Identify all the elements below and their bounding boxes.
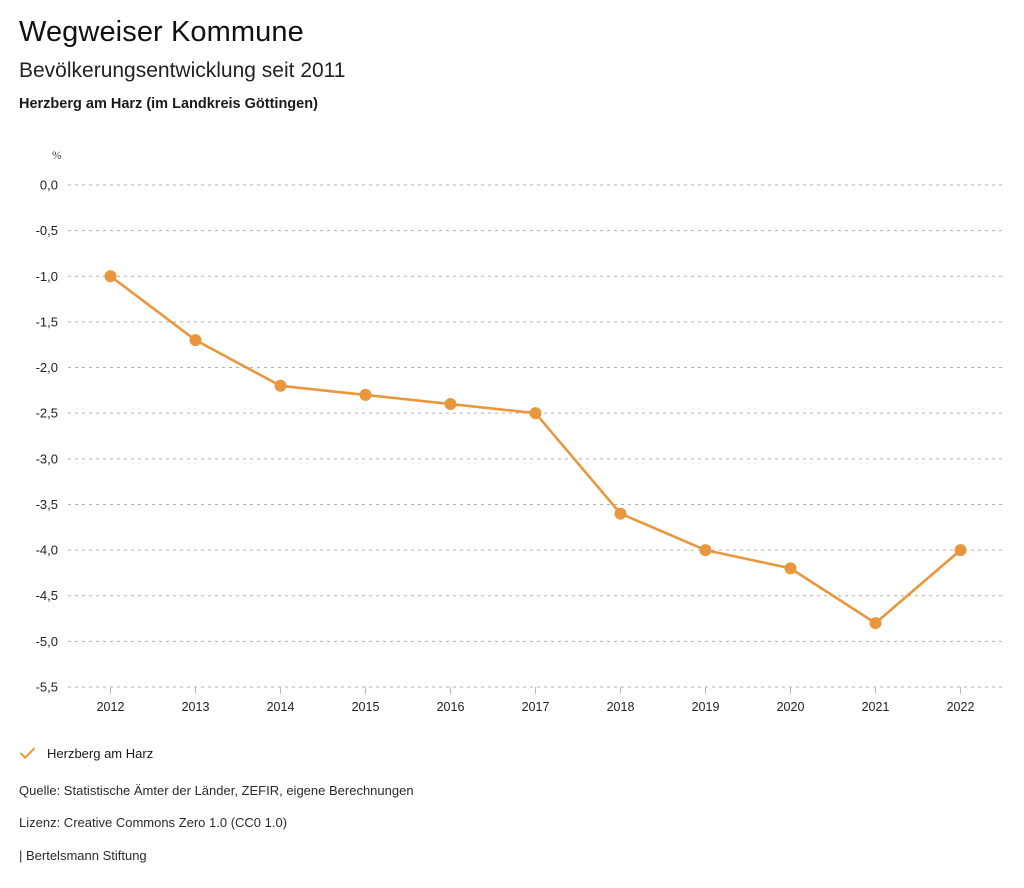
x-axis-tick-label: 2014: [267, 700, 295, 714]
data-point[interactable]: 2014: -2,2: [274, 379, 287, 392]
y-axis-tick-label: -5,0: [36, 634, 58, 649]
y-axis-tick-label: -5,5: [36, 680, 58, 695]
x-axis-tick-label: 2021: [862, 700, 890, 714]
x-axis-tick-label: 2015: [352, 700, 380, 714]
data-point[interactable]: 2012: -1: [104, 270, 117, 283]
legend-item-label: Herzberg am Harz: [47, 746, 154, 761]
x-axis-tick-label: 2022: [947, 700, 975, 714]
y-axis-tick-label: -2,0: [36, 360, 58, 375]
y-axis-unit-label: %: [52, 150, 62, 162]
x-axis-tick-label: 2013: [182, 700, 210, 714]
data-point[interactable]: 2019: -4: [699, 544, 712, 557]
data-point[interactable]: 2013: -1,7: [189, 334, 202, 347]
chart-subtitle: Bevölkerungsentwicklung seit 2011: [19, 59, 346, 83]
x-axis-tick-label: 2016: [437, 700, 465, 714]
chart-footnotes: Quelle: Statistische Ämter der Länder, Z…: [19, 783, 979, 863]
y-axis-tick-label: -3,0: [36, 451, 58, 466]
footnote-publisher: | Bertelsmann Stiftung: [19, 847, 147, 863]
chart-header: Wegweiser Kommune Bevölkerungsentwicklun…: [19, 16, 999, 113]
data-point[interactable]: 2017: -2,5: [529, 407, 542, 420]
y-axis-tick-label: -3,5: [36, 497, 58, 512]
x-axis-tick-label: 2012: [97, 700, 125, 714]
x-axis-tick-label: 2020: [777, 700, 805, 714]
y-axis-tick-label: 0,0: [40, 178, 58, 193]
data-point[interactable]: 2016: -2,4: [444, 398, 457, 411]
y-axis-tick-label: -4,5: [36, 588, 58, 603]
y-axis-tick-label: -4,0: [36, 543, 58, 558]
chart-locality: Herzberg am Harz (im Landkreis Göttingen…: [19, 95, 318, 112]
check-icon: [20, 747, 35, 759]
data-point[interactable]: 2022: -4: [954, 544, 967, 557]
series-line-0: [109, 274, 962, 625]
data-point[interactable]: 2018: -3,6: [614, 507, 627, 520]
footnote-source: Quelle: Statistische Ämter der Länder, Z…: [19, 783, 414, 798]
y-axis-tick-label: -1,5: [36, 314, 58, 329]
data-point[interactable]: 2020: -4,2: [784, 562, 797, 575]
y-axis-tick-label: -0,5: [36, 223, 58, 238]
page-title: Wegweiser Kommune: [19, 16, 304, 48]
x-axis-tick-label: 2018: [607, 700, 635, 714]
data-point[interactable]: 2015: -2,3: [359, 388, 372, 401]
x-axis-tick-label: 2017: [522, 700, 550, 714]
line-chart: % 0,0 -0,5 -1,0 -1,5 -2,0 -2,5 -3,0 -3,5 -4,0 -4,5…: [36, 150, 1003, 714]
y-axis-tick-label: -2,5: [36, 406, 58, 421]
chart-plot-area: % 0,0 -0,5 -1,0 -1,5 -2,0 -2,5 -3,0 -3,5 -4,0 -4,5…: [36, 150, 1003, 714]
data-point[interactable]: 2021: -4,8: [869, 617, 882, 630]
y-axis-tick-label: -1,0: [36, 269, 58, 284]
footnote-license: Lizenz: Creative Commons Zero 1.0 (CC0 1…: [19, 815, 288, 831]
chart-legend[interactable]: Herzberg am Harz: [19, 745, 153, 762]
x-axis-tick-label: 2019: [692, 700, 720, 714]
